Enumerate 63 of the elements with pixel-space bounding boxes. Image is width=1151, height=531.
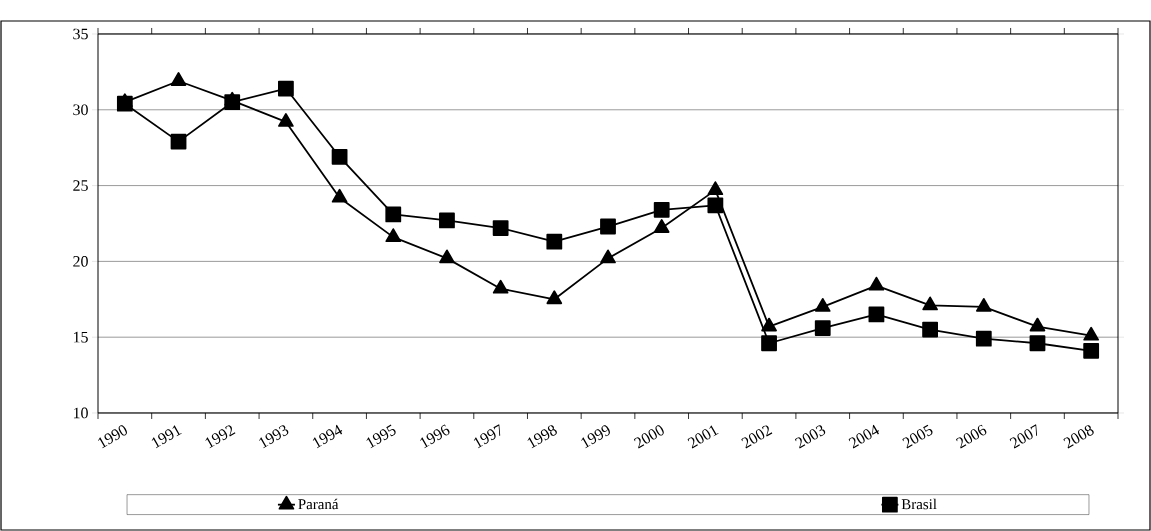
legend-label: Paraná [298,498,339,510]
point [492,279,509,294]
x-tick-label: 1995 [366,424,396,449]
point [653,201,670,218]
x-tick-label: 1992 [205,425,236,449]
point [1083,342,1100,359]
y-tick-label: 30 [73,104,88,116]
x-tick-label: 2001 [687,425,719,449]
point [1083,326,1099,341]
y-tick-label: 10 [73,407,88,419]
x-tick-label: 1991 [151,425,182,449]
point [922,321,939,338]
point [761,317,777,332]
x-tick-label: 2008 [1063,425,1094,449]
point [385,206,402,223]
point [331,148,348,165]
point [600,218,616,235]
legend-label: Brasil [901,498,937,510]
y-tick-label: 25 [73,180,88,191]
x-tick-label: 1996 [420,424,450,449]
y-tick-label: 15 [73,331,88,343]
x-tick-label: 2007 [1009,424,1038,449]
point [707,197,724,214]
x-tick-label: 2004 [848,424,880,449]
point [170,133,187,150]
point [868,306,885,323]
y-tick-label: 35 [73,28,88,40]
point [653,219,670,233]
x-tick-label: 2005 [902,424,933,449]
point [116,95,133,112]
point [331,188,348,203]
point [278,80,294,97]
point [224,94,241,111]
point [761,335,777,352]
point [170,72,187,86]
x-tick-label: 1994 [312,424,343,449]
point [1029,335,1046,352]
point [439,249,455,264]
point [1029,317,1046,332]
point [922,296,938,311]
point [868,276,885,291]
point [814,320,831,336]
point [492,220,509,236]
y-tick-label: 20 [73,256,88,267]
point [385,228,402,243]
x-tick-label: 2003 [794,425,826,449]
point [707,181,724,196]
x-tick-label: 1990 [98,425,127,449]
point [975,330,992,347]
x-tick-label: 2006 [955,424,987,449]
point [546,233,563,250]
x-tick-label: 1997 [473,424,501,449]
point [814,297,831,312]
x-tick-label: 1993 [259,425,289,449]
point [278,113,294,127]
point [600,249,616,264]
x-tick-label: 1999 [581,425,610,449]
x-tick-label: 2000 [633,425,664,449]
point [439,212,455,229]
point [546,290,563,305]
point [975,297,992,312]
x-tick-label: 1998 [527,425,557,449]
x-tick-label: 2002 [741,425,773,449]
